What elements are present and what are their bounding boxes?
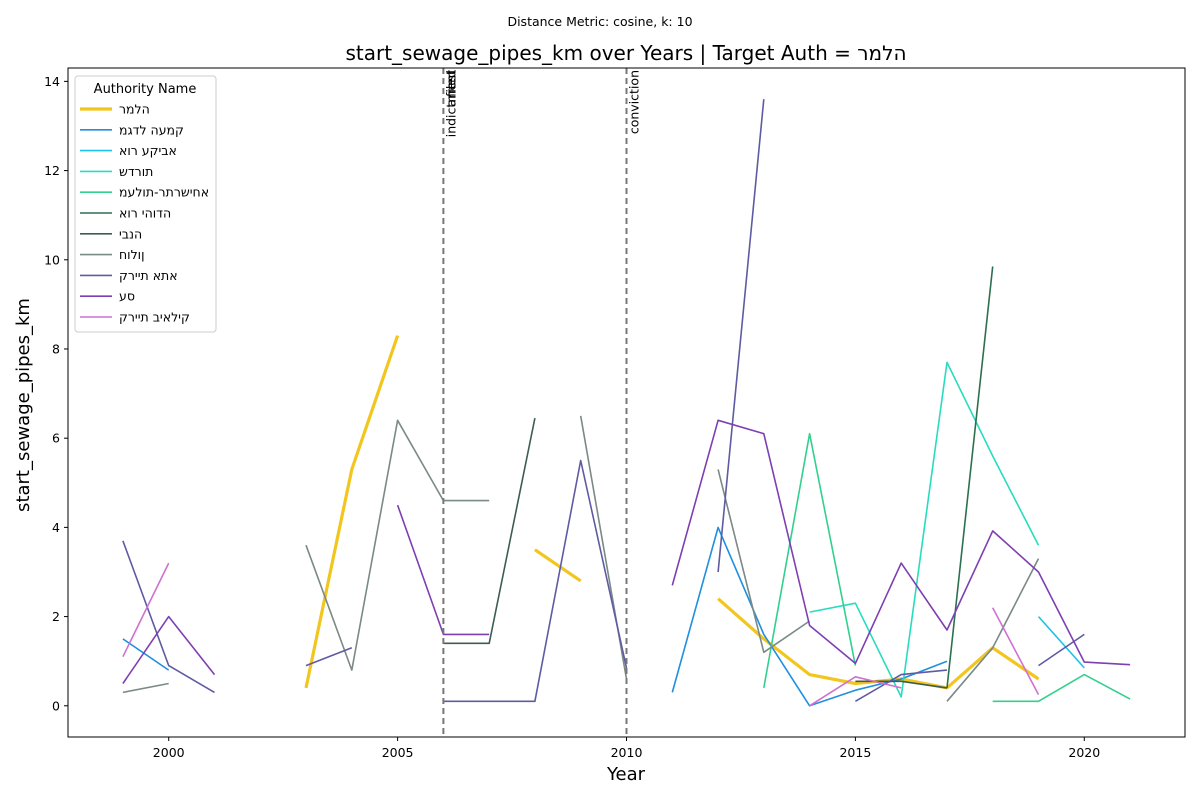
series-segment bbox=[443, 417, 536, 645]
legend-entry: קילאיב תיירק bbox=[119, 310, 190, 325]
series-segment bbox=[809, 361, 1040, 698]
legend-entry: תורדש bbox=[119, 164, 153, 179]
series-segment bbox=[396, 504, 490, 636]
series-segment bbox=[304, 335, 400, 689]
y-tick-label: 6 bbox=[52, 431, 60, 446]
legend-entry: הלמר bbox=[119, 102, 150, 117]
legend-entry: ןולוח bbox=[119, 247, 145, 262]
legend-title: Authority Name bbox=[94, 82, 197, 97]
series-segment bbox=[854, 669, 948, 702]
y-tick-label: 4 bbox=[52, 520, 60, 535]
series-segment bbox=[305, 419, 490, 671]
legend-entry: אחישרתר-תולעמ bbox=[119, 185, 209, 200]
x-axis-label: Year bbox=[606, 764, 646, 785]
legend-box bbox=[74, 75, 217, 333]
series-segment bbox=[809, 676, 902, 707]
series-line bbox=[122, 562, 1040, 707]
series-line bbox=[122, 415, 1040, 702]
series-segment bbox=[305, 647, 353, 667]
series-segment bbox=[122, 540, 215, 694]
series-line bbox=[122, 99, 1085, 703]
legend-entry: הנבי bbox=[119, 226, 142, 241]
x-tick-label: 2000 bbox=[153, 745, 185, 760]
series-segment bbox=[122, 638, 170, 671]
series-segment bbox=[122, 562, 170, 658]
series-segment bbox=[122, 682, 169, 694]
y-tick-label: 14 bbox=[44, 74, 60, 89]
y-tick-label: 12 bbox=[44, 163, 60, 178]
series-line bbox=[122, 419, 1131, 684]
series-segment bbox=[671, 419, 1131, 666]
x-tick-label: 2020 bbox=[1068, 745, 1100, 760]
series-segment bbox=[443, 459, 628, 703]
series-segment bbox=[1038, 633, 1085, 667]
series-segment bbox=[717, 469, 811, 654]
series-line bbox=[946, 266, 994, 688]
y-tick-label: 8 bbox=[52, 341, 60, 356]
x-tick-label: 2010 bbox=[611, 745, 643, 760]
legend: Authority Name הלמר קמעה לדגמ אביקע רוא תורד… bbox=[74, 75, 217, 333]
series-line bbox=[763, 432, 1131, 703]
series-line bbox=[304, 335, 1040, 690]
series-segment bbox=[1037, 616, 1085, 669]
y-axis-label: start_sewage_pipes_km bbox=[13, 298, 34, 512]
y-tick-label: 10 bbox=[44, 252, 60, 267]
series-line bbox=[122, 526, 948, 707]
chart-suptitle: Distance Metric: cosine, k: 10 bbox=[507, 14, 692, 29]
series-line bbox=[809, 361, 1040, 698]
series-segment bbox=[122, 615, 216, 684]
series-segment bbox=[533, 548, 582, 583]
series-segment bbox=[763, 432, 857, 689]
event-label: conviction bbox=[627, 70, 642, 134]
series-segment bbox=[946, 558, 1040, 702]
series-segment bbox=[717, 99, 765, 573]
chart-title: start_sewage_pipes_km over Years | Targe… bbox=[345, 41, 906, 65]
legend-entry: אביקע רוא bbox=[119, 143, 177, 158]
event-label: filed bbox=[443, 70, 458, 97]
series-segment bbox=[992, 673, 1131, 703]
series-line bbox=[1037, 616, 1085, 669]
y-tick-label: 0 bbox=[52, 698, 60, 713]
legend-entry: הדוהי רוא bbox=[119, 206, 171, 221]
series-layer bbox=[122, 99, 1131, 707]
series-line bbox=[443, 417, 948, 689]
x-tick-label: 2005 bbox=[382, 745, 414, 760]
series-segment bbox=[991, 607, 1040, 695]
legend-entry: סע bbox=[119, 289, 135, 304]
event-label: indictment bbox=[443, 70, 458, 137]
legend-entry: אתא תיירק bbox=[119, 268, 178, 283]
axes: 2000 2005 2010 2015 2020 0 2 4 6 8 10 12 14 bbox=[44, 67, 1186, 760]
legend-entry: קמעה לדגמ bbox=[119, 122, 184, 137]
y-tick-label: 2 bbox=[52, 609, 60, 624]
event-label: arrest bbox=[443, 70, 458, 107]
x-tick-label: 2015 bbox=[839, 745, 871, 760]
series-segment bbox=[946, 266, 994, 688]
